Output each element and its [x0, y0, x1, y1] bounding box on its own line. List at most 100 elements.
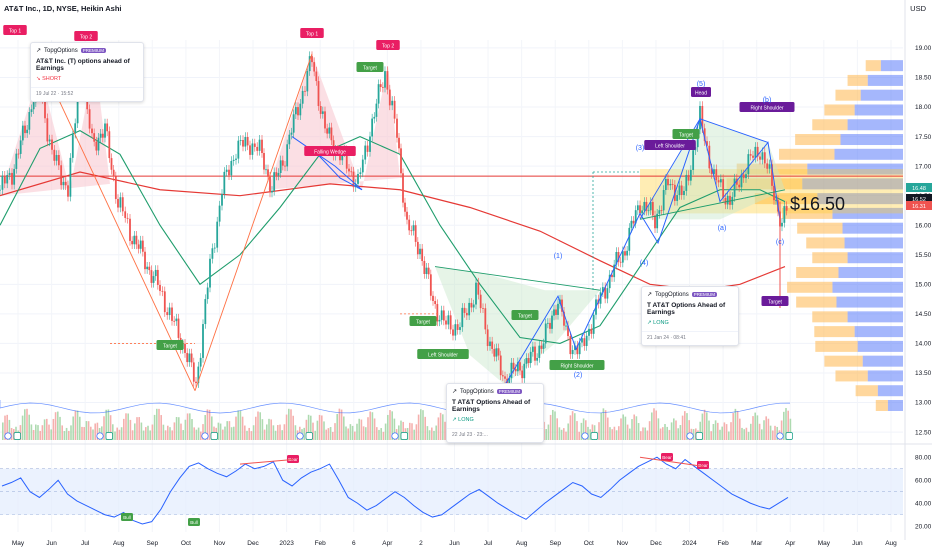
candle-body: [256, 146, 259, 151]
big-price-label: $16.50: [790, 194, 845, 214]
candle-body: [195, 381, 197, 384]
candle-body: [493, 348, 496, 357]
volume-bar: [409, 422, 411, 440]
volume-bar: [772, 430, 774, 440]
candle-body: [454, 324, 457, 336]
volume-bar: [684, 411, 686, 440]
candle-body: [621, 251, 624, 263]
volume-bar: [76, 410, 79, 440]
volume-bar: [431, 427, 433, 440]
dividend-marker: [581, 432, 589, 440]
volume-bar: [640, 431, 642, 440]
vp-bar-down: [844, 237, 903, 249]
candle-body: [654, 215, 656, 229]
candle-body: [150, 270, 153, 283]
candle-body: [269, 176, 271, 193]
candle-body: [738, 184, 741, 188]
volume-bar: [655, 410, 657, 440]
vp-bar-down: [877, 385, 903, 397]
vp-bar-down: [880, 60, 903, 72]
pattern-label-bg: [74, 31, 98, 41]
volume-bar: [85, 421, 88, 440]
candle-body: [357, 173, 359, 184]
volume-bar: [767, 418, 770, 440]
pattern-label-bg: [549, 360, 605, 370]
volume-bar: [224, 426, 226, 440]
pattern-label-bg: [672, 129, 700, 139]
candle-body: [438, 319, 441, 322]
y-tick-label: 14.00: [915, 341, 932, 348]
candle-body: [529, 351, 532, 364]
candle-body: [221, 193, 223, 206]
volume-bar: [620, 418, 622, 440]
candle-body: [354, 183, 357, 188]
candle-body: [628, 227, 631, 251]
candle-body: [19, 140, 22, 154]
volume-bar: [714, 420, 717, 440]
idea-card-long-2023[interactable]: ↗ TopgOptions PREMIUM T AT&T Options Ahead…: [446, 383, 544, 443]
volume-bar: [679, 425, 682, 440]
hs-neckline: [639, 189, 786, 220]
candle-body: [456, 324, 459, 330]
idea-card-long-2024[interactable]: ↗ TopgOptions PREMIUM T AT&T Options Ahead…: [641, 286, 739, 346]
volume-bar: [217, 422, 220, 440]
volume-bar: [325, 429, 327, 440]
candle-body: [619, 261, 622, 263]
volume-bar: [444, 421, 446, 440]
x-tick-label: Sep: [147, 540, 159, 547]
candle-body: [735, 178, 738, 185]
candle-body: [754, 146, 757, 158]
vp-bar-down: [836, 296, 903, 308]
volume-bar: [549, 414, 552, 440]
card-title: T AT&T Options Ahead of Earnings: [452, 399, 531, 413]
volume-bar: [708, 420, 710, 440]
x-tick-label: May: [818, 540, 831, 547]
candle-body: [273, 172, 276, 191]
volume-bar: [750, 423, 752, 440]
volume-bar: [259, 412, 261, 440]
volume-bar: [769, 425, 772, 440]
volume-bar: [613, 426, 616, 440]
volume-bar: [380, 428, 382, 440]
volume-bar: [107, 409, 110, 440]
candle-body: [465, 312, 468, 316]
volume-bar: [668, 429, 671, 440]
volume-bar: [780, 420, 783, 440]
idea-card-short[interactable]: ↗ TopgOptions PREMIUM AT&T Inc. (T) option…: [30, 42, 144, 102]
x-tick-label: Feb: [315, 540, 327, 547]
vp-bar-up: [847, 74, 868, 86]
volume-bar: [323, 421, 325, 440]
x-tick-label: Jun: [449, 540, 460, 547]
volume-bar: [28, 414, 30, 440]
last-price-tag: [906, 194, 932, 203]
candle-body: [472, 304, 475, 308]
volume-bar: [574, 413, 576, 440]
vp-bar-up: [806, 237, 845, 249]
dividend-marker: [96, 432, 104, 440]
candle-body: [463, 307, 466, 313]
candle-body: [549, 322, 551, 329]
candle-body: [647, 210, 650, 212]
volume-bar: [686, 413, 688, 440]
candle-body: [391, 100, 394, 106]
candle-body: [590, 328, 593, 334]
candle-body: [144, 251, 146, 270]
candle-body: [525, 358, 528, 364]
candle-body: [710, 168, 713, 174]
candle-body: [124, 211, 127, 218]
elliott-wave-path: [504, 117, 781, 386]
candle-body: [177, 318, 180, 338]
vp-bar-down: [854, 104, 903, 116]
volume-bar: [24, 409, 26, 440]
pattern-label-text: Head: [695, 91, 707, 97]
y-tick-label: 15.00: [915, 282, 932, 289]
candle-body: [261, 139, 263, 154]
trendline-up-2022: [194, 53, 313, 391]
candle-body: [299, 103, 302, 116]
candle-body: [636, 205, 639, 211]
pattern-label-text: Right Shoulder: [750, 106, 783, 112]
vp-bar-down: [847, 252, 903, 264]
volume-bar: [230, 427, 233, 440]
candle-body: [745, 174, 747, 179]
vp-bar-down: [834, 148, 903, 160]
